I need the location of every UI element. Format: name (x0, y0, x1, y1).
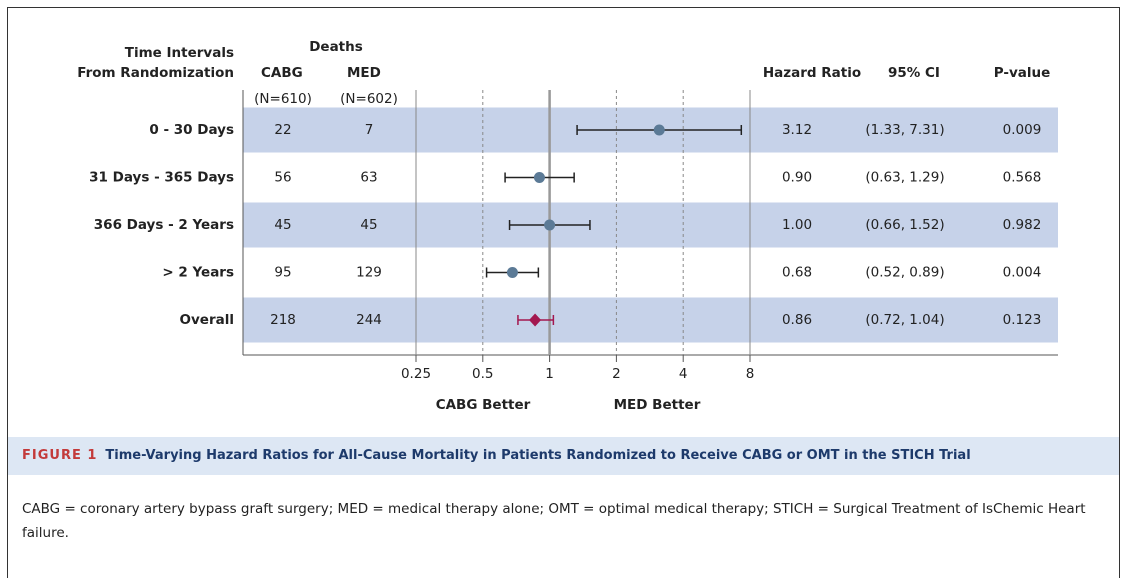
deaths-count: 244 (356, 312, 382, 328)
row-stripe (243, 297, 1058, 343)
point-estimate (533, 172, 545, 183)
deaths-count: 7 (365, 122, 374, 138)
p-value: 0.982 (1003, 217, 1042, 233)
deaths-count: 63 (360, 170, 377, 186)
x-tick-label: 0.25 (401, 366, 431, 382)
p-value: 0.004 (1003, 265, 1042, 281)
deaths-count: 45 (360, 217, 377, 233)
deaths-count: 56 (274, 170, 291, 186)
p-header: P-value (994, 65, 1051, 81)
deaths-count: 95 (274, 265, 291, 281)
confidence-interval: (0.52, 0.89) (865, 265, 944, 281)
row-header: Time Intervals (125, 45, 234, 61)
deaths-count: 22 (274, 122, 291, 138)
row-label: Overall (180, 312, 234, 328)
overall-estimate (529, 313, 542, 327)
row-header: From Randomization (77, 65, 234, 81)
row-label: 31 Days - 365 Days (89, 170, 234, 186)
x-tick-label: 4 (679, 366, 688, 382)
figure-note: CABG = coronary artery bypass graft surg… (22, 501, 1086, 541)
deaths-column-header: CABG (261, 65, 303, 81)
row-label: 366 Days - 2 Years (94, 217, 234, 233)
row-stripe (243, 202, 1058, 248)
deaths-count: 218 (270, 312, 296, 328)
x-tick-label: 1 (545, 366, 554, 382)
row-label: > 2 Years (162, 265, 234, 281)
hazard-ratio: 0.68 (782, 265, 812, 281)
hazard-ratio: 3.12 (782, 122, 812, 138)
x-annotation: CABG Better (436, 397, 531, 413)
row-label: 0 - 30 Days (149, 122, 234, 138)
deaths-n-label: (N=602) (340, 91, 398, 107)
x-annotation: MED Better (614, 397, 701, 413)
figure-frame (7, 7, 1120, 578)
point-estimate (544, 219, 556, 231)
deaths-header: Deaths (309, 39, 363, 55)
confidence-interval: (0.72, 1.04) (865, 312, 944, 328)
deaths-column-header: MED (347, 65, 381, 81)
deaths-count: 45 (274, 217, 291, 233)
confidence-interval: (0.63, 1.29) (865, 170, 944, 186)
deaths-count: 129 (356, 265, 382, 281)
hazard-ratio: 0.86 (782, 312, 812, 328)
x-tick-label: 8 (746, 366, 755, 382)
deaths-n-label: (N=610) (254, 91, 312, 107)
x-tick-label: 0.5 (472, 366, 493, 382)
chart: Time Intervals From Randomization Deaths… (77, 39, 1058, 413)
point-estimate (506, 267, 518, 278)
ci-header: 95% CI (888, 65, 940, 81)
hr-header: Hazard Ratio (763, 65, 861, 81)
p-value: 0.568 (1003, 170, 1042, 186)
figure-title: Time-Varying Hazard Ratios for All-Cause… (105, 448, 971, 463)
point-estimate (653, 124, 665, 136)
figure-label: FIGURE 1 (22, 448, 98, 463)
p-value: 0.009 (1003, 122, 1042, 138)
caption-bar: FIGURE 1 Time-Varying Hazard Ratios for A… (8, 437, 1119, 475)
confidence-interval: (1.33, 7.31) (865, 122, 944, 138)
confidence-interval: (0.66, 1.52) (865, 217, 944, 233)
p-value: 0.123 (1003, 312, 1042, 328)
hazard-ratio: 1.00 (782, 217, 812, 233)
x-tick-label: 2 (612, 366, 621, 382)
hazard-ratio: 0.90 (782, 170, 812, 186)
